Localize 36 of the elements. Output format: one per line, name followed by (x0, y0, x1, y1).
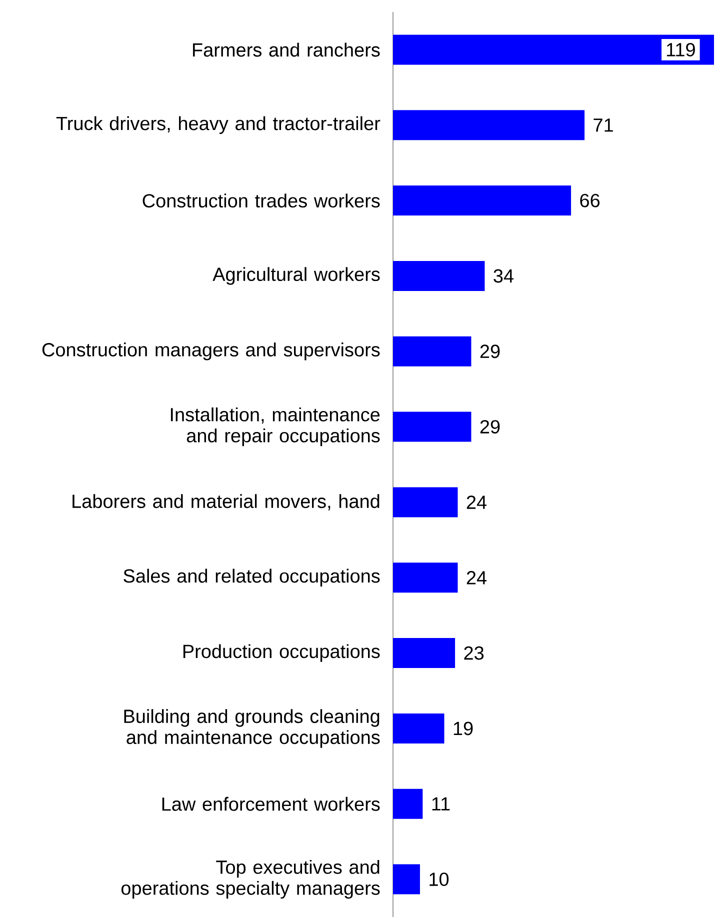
bar (393, 260, 485, 291)
data-label: 11 (432, 797, 450, 810)
data-label: 34 (494, 269, 514, 283)
bar (393, 638, 456, 668)
y-tick-label: Construction managers and supervisors (42, 342, 380, 360)
data-label: 10 (430, 872, 449, 886)
bar (393, 864, 420, 894)
data-label: 19 (454, 722, 473, 736)
data-label: 23 (464, 646, 484, 660)
y-tick-label: Sales and related occupations (124, 568, 380, 586)
data-label: 24 (466, 496, 487, 509)
y-tick-label: Top executives and operations specialty managers (121, 860, 380, 899)
bar (393, 34, 714, 65)
bar (393, 110, 585, 140)
data-label: 71 (594, 118, 613, 132)
bar (393, 186, 572, 216)
bar (393, 412, 472, 442)
y-tick-label: Building and grounds cleaning and maintenance occupations (124, 709, 380, 748)
bar (393, 336, 472, 366)
bar (393, 788, 423, 819)
bar (393, 713, 444, 744)
data-label: 66 (580, 194, 600, 208)
y-tick-label: Agricultural workers (212, 267, 380, 285)
y-tick-label: Construction trades workers (142, 194, 380, 208)
y-tick-label: Installation, maintenance and repair occupations (170, 407, 380, 446)
bar (393, 562, 458, 593)
y-tick-label: Truck drivers, heavy and tractor-trailer (56, 116, 380, 134)
data-label: 29 (480, 420, 500, 434)
y-tick-label: Law enforcement workers (162, 796, 380, 811)
data-label: 119 (666, 42, 695, 56)
data-label: 24 (466, 571, 487, 584)
y-tick-label: Production occupations (183, 644, 380, 662)
data-label: 29 (480, 344, 500, 358)
y-tick-label: Farmers and ranchers (193, 42, 380, 57)
bar (393, 487, 458, 518)
y-tick-label: Laborers and material movers, hand (72, 494, 380, 510)
